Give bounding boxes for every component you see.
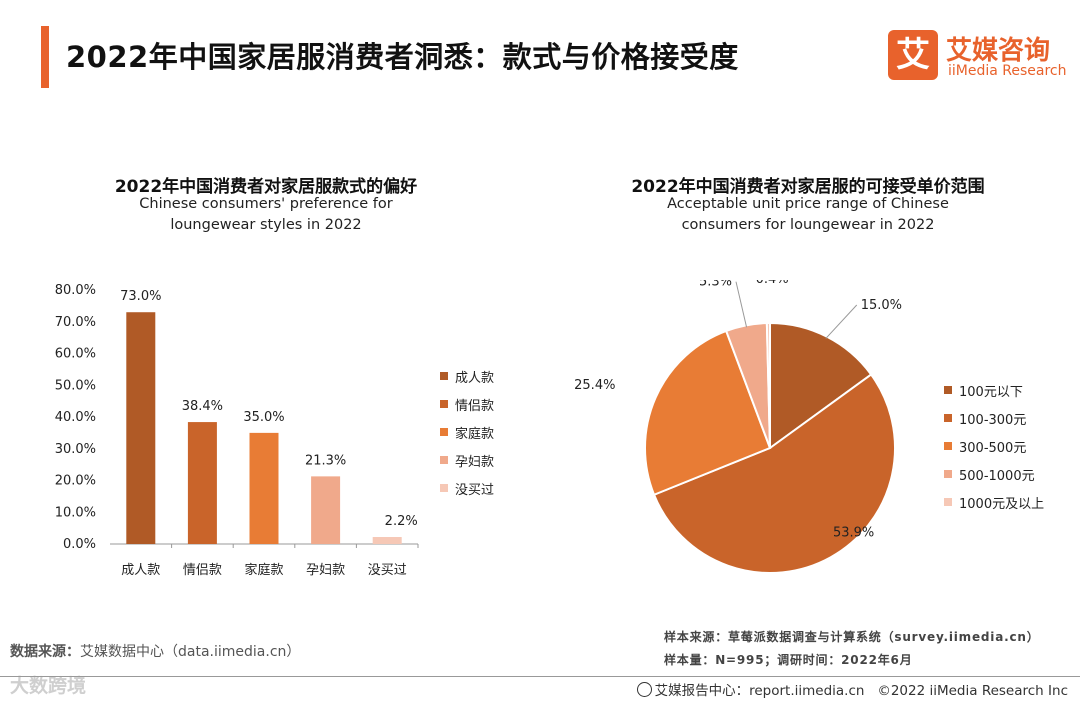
legend-swatch: [440, 400, 448, 408]
legend-swatch: [944, 442, 952, 450]
x-tick-label: 成人款: [121, 563, 160, 578]
bar-chart-legend: 成人款情侣款家庭款孕妇款没买过: [440, 362, 494, 502]
legend-swatch: [440, 484, 448, 492]
pie-chart-title: 2022年中国消费者对家居服的可接受单价范围: [631, 177, 985, 197]
bar-data-label: 21.3%: [305, 453, 346, 468]
y-tick-label: 30.0%: [55, 442, 96, 457]
copyright: ©2022 iiMedia Research Inc: [877, 683, 1068, 699]
y-tick-label: 0.0%: [63, 537, 96, 552]
pie-chart-subtitle-1: Acceptable unit price range of Chinese: [667, 196, 949, 212]
x-tick-label: 情侣款: [183, 563, 222, 578]
y-tick-label: 70.0%: [55, 315, 96, 330]
legend-item: 100-300元: [944, 404, 1044, 432]
logo-cn-text: 艾媒咨询: [946, 36, 1051, 66]
legend-label: 情侣款: [455, 398, 495, 414]
pie-slice: [644, 329, 772, 497]
bar-data-label: 73.0%: [120, 289, 161, 304]
bar-data-label: 38.4%: [182, 399, 223, 414]
legend-item: 300-500元: [944, 432, 1044, 460]
y-tick-label: 80.0%: [55, 283, 96, 298]
bar-data-label: 35.0%: [243, 410, 284, 425]
bar-chart-title: 2022年中国消费者对家居服款式的偏好: [114, 177, 418, 197]
page-title: 2022年中国家居服消费者洞悉：款式与价格接受度: [66, 40, 739, 74]
legend-item: 孕妇款: [440, 446, 494, 474]
pie-data-label: 15.0%: [861, 298, 902, 313]
bar: [372, 537, 402, 544]
legend-label: 成人款: [455, 370, 495, 386]
globe-icon: [636, 682, 652, 697]
report-center-link[interactable]: 艾媒报告中心：report.iimedia.cn: [654, 683, 865, 699]
x-tick-label: 没买过: [368, 563, 407, 578]
legend-label: 1000元及以上: [959, 496, 1045, 512]
pie-data-label: 53.9%: [833, 526, 874, 541]
y-tick-label: 60.0%: [55, 347, 96, 362]
logo-mark: 艾: [888, 30, 938, 80]
legend-label: 100元以下: [959, 384, 1023, 400]
pie-data-label: 0.4%: [756, 280, 789, 287]
legend-item: 成人款: [440, 362, 494, 390]
bar: [311, 476, 341, 544]
title-accent-bar: [41, 26, 49, 88]
bar-chart-subtitle-1: Chinese consumers' preference for: [139, 196, 393, 212]
legend-swatch: [944, 414, 952, 422]
legend-label: 300-500元: [959, 440, 1027, 456]
bar: [187, 422, 217, 544]
legend-swatch: [944, 386, 952, 394]
legend-item: 500-1000元: [944, 460, 1044, 488]
pie-data-label: 25.4%: [574, 378, 615, 393]
bar-chart-subtitle-2: loungewear styles in 2022: [170, 217, 362, 233]
legend-swatch: [440, 456, 448, 464]
bar: [249, 432, 279, 544]
legend-swatch: [440, 372, 448, 380]
legend-swatch: [944, 470, 952, 478]
legend-swatch: [944, 498, 952, 506]
legend-item: 家庭款: [440, 418, 494, 446]
legend-label: 100-300元: [959, 412, 1027, 428]
legend-label: 家庭款: [455, 426, 495, 442]
watermark: 大数跨境: [10, 675, 87, 697]
pie-data-label: 5.3%: [699, 280, 732, 290]
data-source: 数据来源：艾媒数据中心（data.iimedia.cn）: [10, 641, 300, 661]
y-tick-label: 40.0%: [55, 410, 96, 425]
legend-item: 100元以下: [944, 376, 1044, 404]
pie-chart-subtitle-2: consumers for loungewear in 2022: [681, 217, 935, 233]
pie-chart: 15.0% 53.9% 25.4% 5.3% 0.4%: [574, 280, 902, 574]
y-tick-label: 10.0%: [55, 505, 96, 520]
logo-en-text: iiMedia Research: [948, 63, 1067, 79]
legend-item: 没买过: [440, 474, 494, 502]
data-source-label: 数据来源：: [10, 644, 80, 660]
x-tick-label: 家庭款: [244, 562, 283, 578]
footer-credits: 艾媒报告中心：report.iimedia.cn ©2022 iiMedia R…: [636, 679, 1068, 699]
y-tick-label: 20.0%: [55, 474, 96, 489]
pie-slice: [765, 321, 771, 449]
legend-label: 没买过: [455, 482, 495, 498]
sample-source: 样本来源：草莓派数据调查与计算系统（survey.iimedia.cn）: [664, 630, 1040, 644]
legend-swatch: [440, 428, 448, 436]
leader-line: [735, 281, 748, 328]
y-tick-label: 50.0%: [55, 378, 96, 393]
leader-line: [825, 304, 858, 339]
pie-slice: [769, 321, 873, 450]
pie-slice: [652, 373, 896, 574]
pie-chart-legend: 100元以下 100-300元 300-500元 500-1000元 1000元及以上: [944, 376, 1044, 516]
legend-label: 孕妇款: [455, 454, 495, 470]
legend-item: 1000元及以上: [944, 488, 1044, 516]
sample-size: 样本量：N=995；调研时间：2022年6月: [664, 653, 913, 667]
bar-chart: 0.0% 10.0% 20.0% 30.0% 40.0% 50.0% 60.0% 70.0% 8…: [55, 283, 419, 578]
x-tick-label: 孕妇款: [306, 562, 345, 578]
iimedia-logo: 艾 艾媒咨询 iiMedia Research: [888, 30, 1068, 82]
footer-divider: [0, 676, 1080, 677]
data-source-text: 艾媒数据中心（data.iimedia.cn）: [80, 644, 301, 660]
bar-data-label: 2.2%: [385, 514, 418, 529]
legend-label: 500-1000元: [959, 468, 1035, 484]
legend-item: 情侣款: [440, 390, 494, 418]
bar: [126, 312, 156, 544]
